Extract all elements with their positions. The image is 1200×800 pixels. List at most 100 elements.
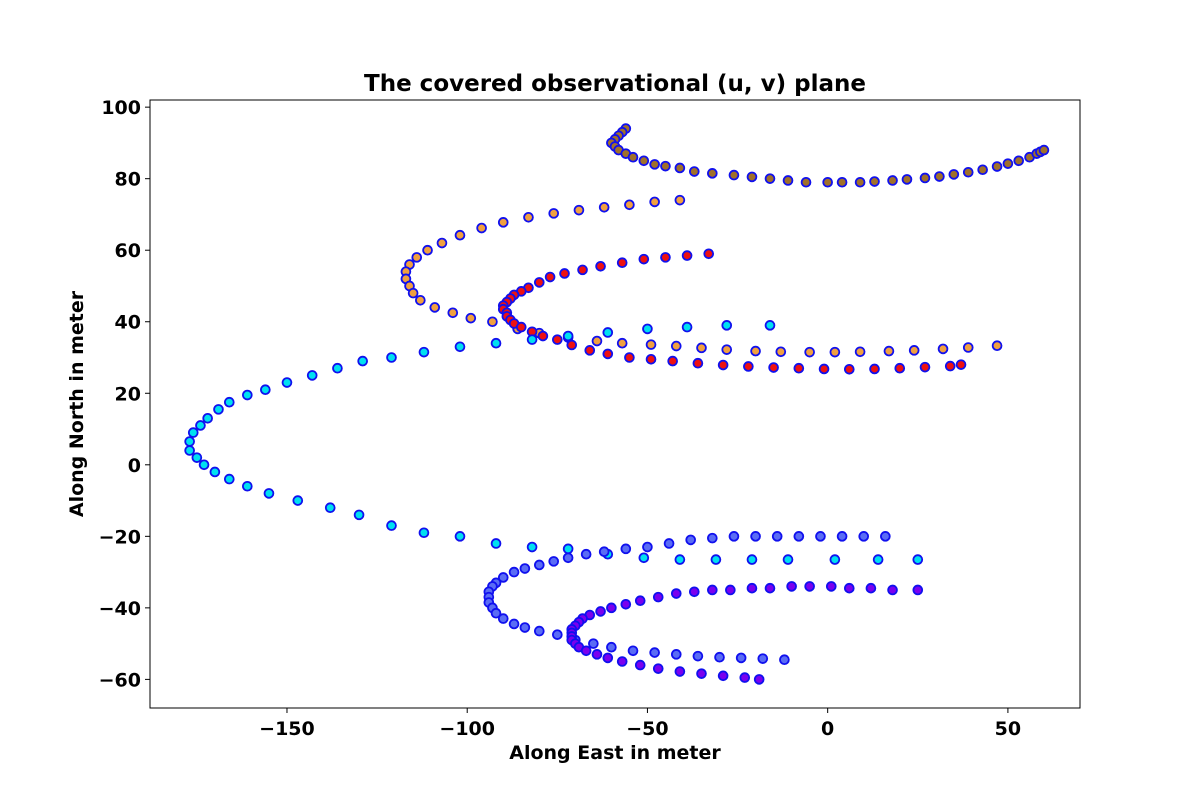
data-point-s5-32 xyxy=(634,659,646,671)
data-point-s1-5 xyxy=(548,208,560,219)
data-point-s2-39 xyxy=(894,362,906,374)
data-point-s3-43 xyxy=(746,554,758,565)
data-point-s1-26 xyxy=(591,335,603,347)
data-point-s4-3 xyxy=(815,531,826,542)
data-point-s3-25 xyxy=(198,459,210,471)
data-point-s2-1 xyxy=(681,250,693,261)
data-point-s5-4 xyxy=(825,581,837,592)
data-point-s2-8 xyxy=(544,271,556,283)
data-point-s1-33 xyxy=(775,346,787,358)
data-point-s4-41 xyxy=(735,652,747,664)
data-point-s2-4 xyxy=(616,257,628,269)
data-point-s3-40 xyxy=(638,552,650,564)
x-tick-label: −150 xyxy=(259,718,315,740)
data-point-s2-36 xyxy=(818,363,830,375)
data-point-s4-9 xyxy=(685,534,696,546)
data-point-s1-20 xyxy=(447,307,459,319)
data-point-s5-28 xyxy=(580,645,592,657)
data-point-s2-32 xyxy=(717,359,729,371)
data-point-s5-37 xyxy=(739,672,751,683)
data-point-s4-16 xyxy=(548,556,560,567)
data-point-s3-44 xyxy=(782,554,794,565)
data-point-s1-38 xyxy=(908,345,920,356)
data-point-s3-31 xyxy=(324,502,336,514)
data-point-s3-20 xyxy=(195,420,206,431)
data-point-s3-2 xyxy=(681,321,693,333)
data-point-s4-15 xyxy=(562,552,574,564)
y-tick-label: 20 xyxy=(115,383,141,405)
data-point-s0-32 xyxy=(1002,158,1014,169)
data-point-s2-2 xyxy=(660,252,671,263)
data-point-s2-41 xyxy=(944,360,956,372)
y-axis-ticks: −60 −40 −20 0 20 40 60 80 100 xyxy=(99,97,150,691)
data-point-s1-8 xyxy=(476,222,487,234)
data-point-s1-6 xyxy=(523,212,534,223)
y-tick-label: 40 xyxy=(115,312,141,334)
data-point-s2-5 xyxy=(595,261,606,272)
x-tick-label: 50 xyxy=(995,718,1021,740)
data-point-s5-33 xyxy=(652,663,664,674)
data-point-s1-36 xyxy=(854,346,866,358)
data-point-s2-25 xyxy=(566,339,578,351)
data-point-s5-9 xyxy=(725,584,736,596)
x-tick-label: −50 xyxy=(626,718,668,740)
data-point-s5-34 xyxy=(674,666,686,677)
data-point-s0-10 xyxy=(649,159,660,170)
y-tick-label: 60 xyxy=(115,240,141,262)
data-point-s1-41 xyxy=(991,340,1003,352)
data-point-s1-4 xyxy=(573,204,585,216)
data-point-s5-3 xyxy=(844,582,855,594)
data-point-s5-36 xyxy=(717,670,729,682)
data-point-s4-37 xyxy=(649,647,660,658)
data-point-s1-21 xyxy=(465,312,477,324)
data-point-s1-37 xyxy=(883,345,895,357)
data-point-s2-3 xyxy=(638,253,650,265)
data-point-s0-23 xyxy=(869,176,880,187)
data-point-s4-4 xyxy=(793,531,805,542)
data-point-s3-28 xyxy=(242,480,253,492)
data-point-s0-28 xyxy=(948,169,960,180)
data-point-s4-34 xyxy=(588,638,599,649)
data-point-s4-31 xyxy=(534,625,545,637)
data-point-s1-3 xyxy=(598,201,610,213)
data-point-s1-17 xyxy=(407,287,419,299)
data-point-s5-5 xyxy=(804,581,815,592)
data-point-s0-20 xyxy=(822,176,833,188)
data-point-s4-30 xyxy=(519,622,531,633)
data-point-s0-27 xyxy=(934,171,945,182)
data-point-s2-35 xyxy=(793,362,805,374)
data-point-s2-42 xyxy=(955,359,967,370)
data-point-s4-8 xyxy=(707,532,718,544)
data-point-s3-26 xyxy=(209,466,221,478)
data-point-s5-7 xyxy=(764,582,776,594)
data-point-s1-11 xyxy=(422,244,433,256)
data-point-s5-8 xyxy=(746,582,758,594)
x-tick-label: −100 xyxy=(439,718,495,740)
data-point-s3-34 xyxy=(418,527,430,539)
data-point-s3-23 xyxy=(184,445,195,456)
data-point-s2-31 xyxy=(692,357,704,369)
data-point-s0-17 xyxy=(764,173,776,184)
data-point-s4-19 xyxy=(508,566,520,578)
data-point-s1-19 xyxy=(429,302,441,313)
data-point-s1-30 xyxy=(696,342,707,354)
data-point-s4-11 xyxy=(642,541,653,553)
chart-title: The covered observational (u, v) plane xyxy=(364,71,866,97)
data-point-s5-16 xyxy=(606,602,617,614)
data-point-s3-21 xyxy=(187,427,199,438)
y-tick-label: 0 xyxy=(128,455,141,477)
data-point-s0-16 xyxy=(746,171,758,183)
data-point-s5-17 xyxy=(595,606,606,617)
data-point-s3-29 xyxy=(263,488,275,499)
data-point-s3-6 xyxy=(526,334,538,345)
data-point-s1-12 xyxy=(411,252,423,263)
data-point-s3-30 xyxy=(292,495,304,506)
data-point-s4-10 xyxy=(663,538,675,549)
data-point-s0-26 xyxy=(919,172,931,184)
data-point-s4-32 xyxy=(552,629,563,640)
data-point-s4-12 xyxy=(620,543,632,555)
data-point-s3-16 xyxy=(242,389,253,401)
data-point-s4-28 xyxy=(497,613,509,624)
data-point-s3-45 xyxy=(829,554,841,565)
y-axis-label: Along North in meter xyxy=(66,290,88,517)
